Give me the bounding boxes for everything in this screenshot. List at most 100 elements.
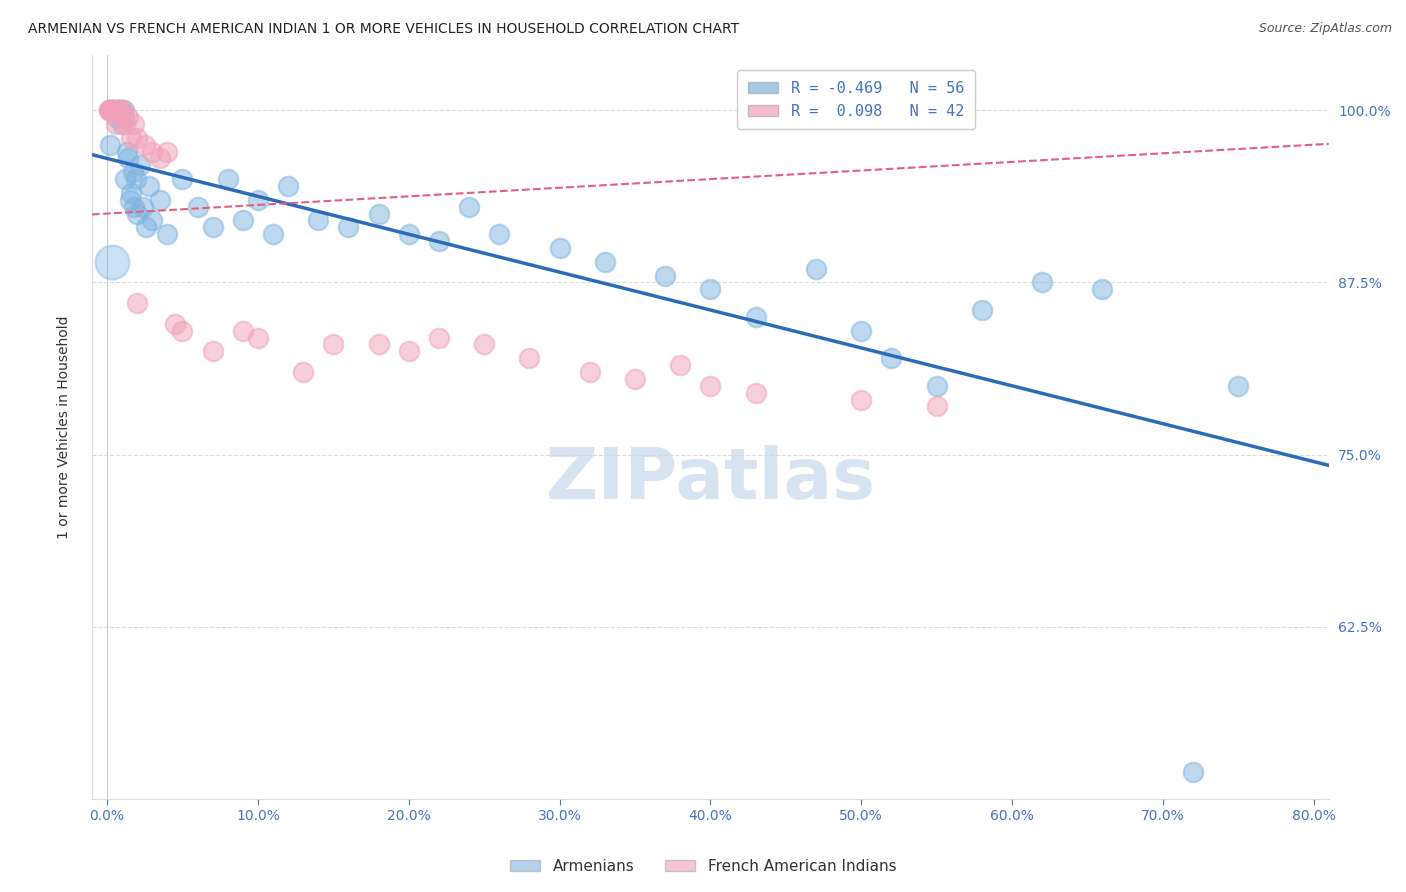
Point	[1227, 378, 1250, 392]
Point	[138, 179, 160, 194]
Point	[262, 227, 284, 242]
Point	[101, 103, 124, 118]
Point	[292, 365, 315, 379]
Point	[141, 145, 163, 159]
Point	[104, 103, 127, 118]
Point	[98, 103, 121, 118]
Point	[112, 110, 135, 124]
Point	[105, 110, 128, 124]
Point	[149, 152, 172, 166]
Point	[127, 130, 149, 145]
Point	[127, 206, 149, 220]
Point	[578, 365, 600, 379]
Point	[337, 220, 360, 235]
Point	[217, 172, 239, 186]
Point	[201, 220, 224, 235]
Point	[246, 330, 269, 344]
Point	[98, 103, 121, 118]
Point	[132, 200, 155, 214]
Point	[232, 213, 254, 227]
Point	[472, 337, 495, 351]
Legend: Armenians, French American Indians: Armenians, French American Indians	[503, 853, 903, 880]
Point	[880, 351, 903, 366]
Point	[101, 103, 124, 118]
Point	[110, 103, 132, 118]
Point	[120, 130, 142, 145]
Point	[201, 344, 224, 359]
Point	[107, 103, 129, 118]
Point	[849, 324, 872, 338]
Point	[107, 103, 129, 118]
Point	[427, 234, 450, 248]
Text: Source: ZipAtlas.com: Source: ZipAtlas.com	[1258, 22, 1392, 36]
Point	[117, 152, 139, 166]
Point	[129, 158, 152, 172]
Point	[156, 227, 179, 242]
Point	[100, 254, 122, 268]
Text: ARMENIAN VS FRENCH AMERICAN INDIAN 1 OR MORE VEHICLES IN HOUSEHOLD CORRELATION C: ARMENIAN VS FRENCH AMERICAN INDIAN 1 OR …	[28, 22, 740, 37]
Point	[135, 220, 157, 235]
Point	[488, 227, 510, 242]
Point	[108, 103, 131, 118]
Point	[1091, 282, 1114, 296]
Point	[111, 117, 134, 131]
Point	[156, 145, 179, 159]
Point	[120, 186, 142, 200]
Point	[100, 103, 122, 118]
Point	[187, 200, 209, 214]
Point	[122, 200, 145, 214]
Point	[624, 372, 647, 386]
Point	[127, 296, 149, 310]
Point	[804, 261, 827, 276]
Point	[172, 324, 194, 338]
Point	[122, 117, 145, 131]
Point	[163, 317, 186, 331]
Point	[115, 145, 138, 159]
Point	[322, 337, 344, 351]
Point	[125, 172, 148, 186]
Point	[1181, 764, 1204, 779]
Point	[232, 324, 254, 338]
Point	[246, 193, 269, 207]
Point	[744, 385, 766, 400]
Point	[97, 103, 120, 118]
Point	[744, 310, 766, 324]
Point	[105, 117, 128, 131]
Point	[277, 179, 299, 194]
Text: ZIPatlas: ZIPatlas	[546, 445, 876, 514]
Point	[110, 103, 132, 118]
Point	[669, 358, 692, 372]
Point	[104, 103, 127, 118]
Point	[121, 165, 143, 179]
Point	[654, 268, 676, 283]
Point	[114, 117, 136, 131]
Y-axis label: 1 or more Vehicles in Household: 1 or more Vehicles in Household	[58, 316, 72, 539]
Point	[548, 241, 571, 255]
Point	[699, 378, 721, 392]
Point	[925, 378, 948, 392]
Point	[118, 193, 141, 207]
Point	[101, 103, 124, 118]
Point	[141, 213, 163, 227]
Point	[367, 206, 389, 220]
Point	[134, 137, 156, 152]
Point	[519, 351, 541, 366]
Point	[1031, 276, 1053, 290]
Point	[427, 330, 450, 344]
Point	[398, 227, 420, 242]
Point	[593, 254, 616, 268]
Point	[112, 103, 135, 118]
Legend: R = -0.469   N = 56, R =  0.098   N = 42: R = -0.469 N = 56, R = 0.098 N = 42	[737, 70, 974, 129]
Point	[117, 110, 139, 124]
Point	[111, 103, 134, 118]
Point	[925, 400, 948, 414]
Point	[307, 213, 329, 227]
Point	[398, 344, 420, 359]
Point	[108, 103, 131, 118]
Point	[970, 303, 993, 318]
Point	[367, 337, 389, 351]
Point	[149, 193, 172, 207]
Point	[849, 392, 872, 407]
Point	[100, 103, 122, 118]
Point	[699, 282, 721, 296]
